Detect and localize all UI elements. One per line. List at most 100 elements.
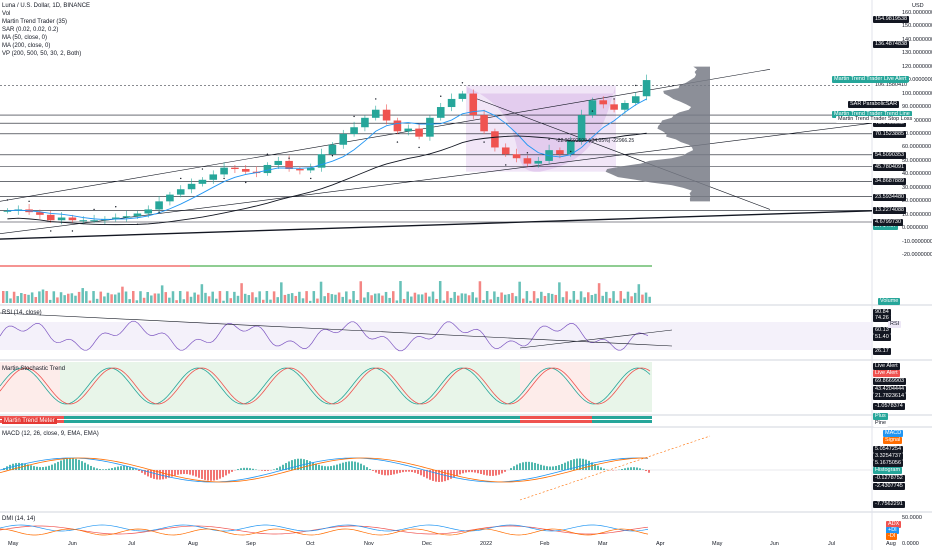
- meter-pine-tag[interactable]: Pine: [873, 420, 888, 427]
- indicator-ma50[interactable]: MA (50, close, 0): [2, 34, 90, 42]
- volume-bar: [609, 298, 612, 303]
- meter-cell: [616, 416, 620, 419]
- price-tag[interactable]: 13.2274088: [873, 207, 906, 214]
- macd-tag[interactable]: MACD: [883, 430, 903, 437]
- meter-cell: [300, 420, 304, 423]
- macd-value[interactable]: 5.0547254: [873, 446, 903, 453]
- volume-bar: [500, 292, 503, 303]
- meter-cell: [140, 416, 144, 419]
- volume-tag[interactable]: Volume: [878, 298, 900, 305]
- indicator-sar[interactable]: SAR (0.02, 0.02, 0.2): [2, 26, 90, 34]
- rsi-title[interactable]: RSI (14, close): [2, 310, 42, 316]
- macd-hist-bar: [576, 459, 578, 470]
- y-axis-tick: 50.0000000: [902, 158, 931, 164]
- volume-bar: [504, 295, 507, 303]
- macd-hist-bar: [588, 461, 590, 470]
- candle-body: [404, 129, 412, 132]
- macd-value[interactable]: -0.1278752: [873, 475, 905, 482]
- meter-cell: [220, 416, 224, 419]
- macd-hist-bar: [267, 470, 269, 471]
- signal-tag[interactable]: Signal: [883, 437, 902, 444]
- rsi-value[interactable]: 26.17: [873, 348, 891, 355]
- volume-bar: [620, 291, 623, 303]
- meter-cell: [340, 416, 344, 419]
- meter-cell: [168, 416, 172, 419]
- stop-loss-tag[interactable]: Martin Trend Trader Stop Loss: [836, 116, 914, 123]
- rsi-value[interactable]: 60.13: [873, 327, 891, 334]
- price-tag[interactable]: 45.7804091: [873, 164, 906, 171]
- indicator-ma200[interactable]: MA (200, close, 0): [2, 42, 90, 50]
- meter-title[interactable]: Martin Trend Meter: [2, 418, 57, 424]
- volume-bar: [154, 293, 157, 303]
- price-tag[interactable]: 23.5934480: [873, 194, 906, 201]
- macd-hist-bar: [162, 470, 164, 479]
- dmi-value[interactable]: 0.0000: [900, 541, 921, 548]
- price-tag[interactable]: 4.6799730: [873, 219, 903, 226]
- x-axis-label: Aug: [188, 541, 198, 547]
- macd-title[interactable]: MACD (12, 26, close, 9, EMA, EMA): [2, 431, 99, 437]
- meter-cell: [632, 420, 636, 423]
- volume-bar: [522, 299, 525, 303]
- volume-bar: [157, 294, 160, 303]
- meter-cell: [240, 420, 244, 423]
- histogram-tag[interactable]: Histogram: [873, 467, 902, 474]
- rsi-value[interactable]: 51.40: [873, 334, 891, 341]
- stoch-value[interactable]: -1.0578374: [873, 403, 905, 410]
- meter-cell: [180, 416, 184, 419]
- meter-cell: [332, 416, 336, 419]
- meter-cell: [624, 416, 628, 419]
- rsi-badge[interactable]: RSI: [888, 321, 901, 328]
- stoch-value[interactable]: 21.7823614: [873, 393, 906, 400]
- meter-cell: [276, 420, 280, 423]
- stoch-value[interactable]: 43.4204444: [873, 386, 906, 393]
- meter-cell: [60, 420, 64, 423]
- meter-cell: [540, 420, 544, 423]
- indicator-vp[interactable]: VP (200, 500, 50, 30, 2, Both): [2, 50, 90, 58]
- stoch-title[interactable]: Martin Stochastic Trend: [2, 366, 65, 372]
- meter-plus-tag[interactable]: Plus: [873, 413, 888, 420]
- meter-cell: [280, 420, 284, 423]
- volume-bar: [226, 291, 229, 303]
- sar-tag[interactable]: SAR ParabolicSAR: [848, 101, 899, 108]
- chart-title[interactable]: Luna / U.S. Dollar, 1D, BINANCE: [2, 2, 90, 10]
- meter-cell: [120, 416, 124, 419]
- macd-value[interactable]: 3.3254737: [873, 453, 903, 460]
- price-tag[interactable]: 106.1580410: [873, 82, 909, 89]
- stoch-value[interactable]: 69.8669903: [873, 378, 906, 385]
- meter-cell: [452, 420, 456, 423]
- macd-hist-bar: [111, 468, 113, 470]
- macd-hist-bar: [318, 465, 320, 470]
- price-tag[interactable]: 34.8687889: [873, 178, 906, 185]
- price-tag[interactable]: 54.5090353: [873, 152, 906, 159]
- live-alert-tag[interactable]: Martin Trend Trader Live Alert: [832, 76, 908, 83]
- macd-hist-bar: [387, 470, 389, 475]
- macd-hist-bar: [456, 470, 458, 476]
- volume-bar: [374, 294, 377, 303]
- volume-bar: [118, 293, 121, 303]
- price-tag[interactable]: 154.9819538: [873, 16, 909, 23]
- candle-body: [79, 220, 87, 221]
- sar-dot: [613, 98, 614, 99]
- candle-body: [426, 118, 434, 137]
- macd-value[interactable]: -7.7562291: [873, 501, 905, 508]
- meter-cell: [424, 416, 428, 419]
- measure-annotation: -22.96692500 (-34.05%) -22966.25: [556, 138, 634, 144]
- volume-bar: [370, 295, 373, 303]
- dmi-value[interactable]: 50.0000: [900, 515, 924, 522]
- minus-di-tag[interactable]: -DI: [886, 533, 897, 540]
- dmi-title[interactable]: DMI (14, 14): [2, 516, 35, 522]
- stoch-live-alert[interactable]: Live Alert: [873, 370, 900, 377]
- stoch-live-alert[interactable]: Live Alert: [873, 363, 900, 370]
- price-tag[interactable]: 136.4874838: [873, 41, 909, 48]
- indicator-mtt[interactable]: Martin Trend Trader (35): [2, 18, 90, 26]
- macd-value[interactable]: 5.1675056: [873, 460, 903, 467]
- meter-cell: [596, 416, 600, 419]
- macd-hist-bar: [522, 462, 524, 470]
- volume-bar: [569, 300, 572, 303]
- meter-cell: [88, 416, 92, 419]
- indicator-vol[interactable]: Vol: [2, 10, 90, 18]
- price-tag[interactable]: 70.1523885: [873, 131, 906, 138]
- x-axis-label: Jun: [68, 541, 77, 547]
- macd-value[interactable]: -2.4307745: [873, 483, 905, 490]
